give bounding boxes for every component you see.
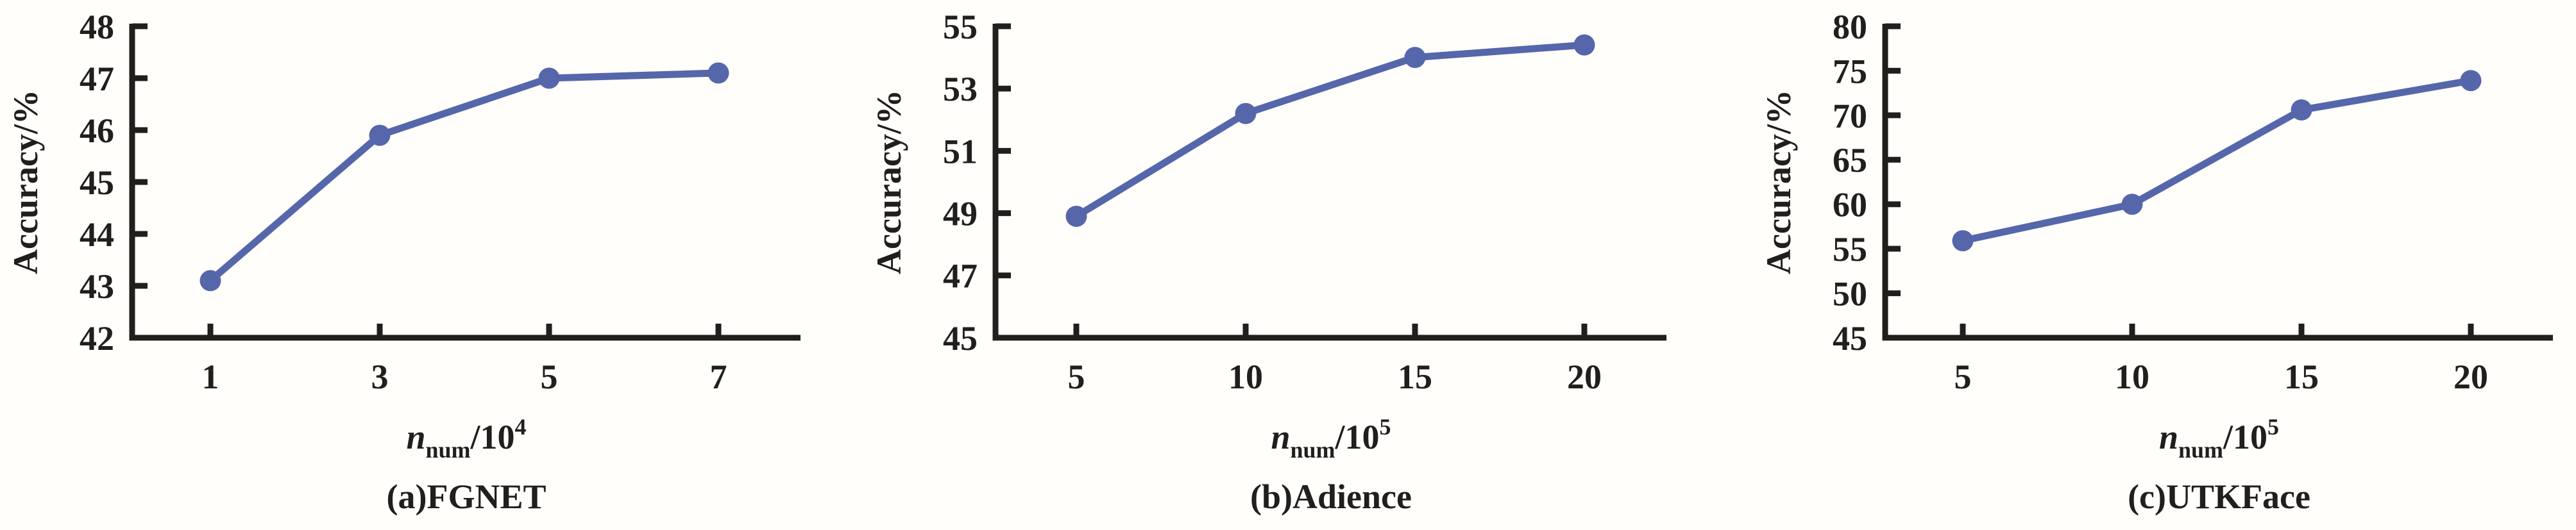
data-point <box>369 124 391 146</box>
x-axis-label-variable: n <box>1271 418 1290 456</box>
chart-panel-fgnet: 42 43 44 45 46 47 48 1 3 5 7 Accuracy/% nnum/104 (a)F… <box>0 0 859 530</box>
y-tick-label: 55 <box>943 8 978 46</box>
data-line <box>207 69 722 285</box>
y-tick-label: 49 <box>943 195 978 233</box>
data-point <box>2121 194 2143 215</box>
y-tick-label: 47 <box>80 60 114 98</box>
y-tick-label: 75 <box>1833 52 1867 90</box>
y-tick-label: 70 <box>1833 97 1867 135</box>
y-tick-label: 45 <box>943 319 978 358</box>
x-axis-label-subscript: num <box>2178 437 2223 463</box>
data-point <box>1235 103 1257 124</box>
chart-caption: (b)Adience <box>1250 477 1412 516</box>
data-point <box>1573 34 1595 56</box>
x-axis-label-subscript: num <box>1291 437 1335 463</box>
x-axis-label-divisor: /10 <box>1335 418 1380 456</box>
y-axis-label: Accuracy/% <box>870 90 908 274</box>
y-tick-label: 53 <box>943 70 978 108</box>
y-tick-label: 51 <box>943 132 978 170</box>
chart-fgnet: 42 43 44 45 46 47 48 1 3 5 7 Accuracy/% nnum/104 (a)F… <box>6 8 801 516</box>
y-tick-label: 55 <box>1833 230 1867 269</box>
x-axis-label-exponent: 5 <box>2267 414 2279 440</box>
y-tick-label: 42 <box>80 319 114 358</box>
x-axis-label-variable: n <box>2159 418 2178 456</box>
data-point <box>1952 230 1974 252</box>
data-point <box>2291 99 2312 121</box>
x-axis-label-subscript: num <box>426 437 471 463</box>
x-axis-label-divisor: /10 <box>2223 418 2267 456</box>
data-point <box>2460 70 2482 92</box>
y-axis-label: Accuracy/% <box>1759 90 1798 274</box>
x-axis-label-divisor: /10 <box>470 418 515 456</box>
x-tick-label: 20 <box>1567 358 1602 396</box>
y-tick-label: 45 <box>1833 319 1867 358</box>
x-axis-label-exponent: 4 <box>515 414 527 440</box>
y-tick-label: 50 <box>1833 274 1867 313</box>
chart-panel-adience: 45 47 49 51 53 55 5 10 15 20 Accuracy/% nnum/105 (b)… <box>859 0 1718 530</box>
y-tick-label: 60 <box>1833 186 1867 224</box>
x-tick-label: 5 <box>541 358 558 396</box>
x-tick-label: 5 <box>1068 358 1085 396</box>
x-tick-label: 10 <box>1228 358 1263 396</box>
y-tick-label: 80 <box>1833 8 1867 46</box>
x-axis-label-exponent: 5 <box>1380 414 1391 440</box>
data-point <box>708 62 729 84</box>
y-tick-label: 46 <box>80 112 114 150</box>
x-tick-label: 3 <box>371 358 389 396</box>
data-point <box>538 67 560 89</box>
chart-caption: (a)FGNET <box>387 477 547 516</box>
chart-panel-utkface: 45 50 55 60 65 70 75 80 5 10 15 20 Accuracy/% nnum/10… <box>1717 0 2576 530</box>
y-tick-label: 45 <box>80 163 114 202</box>
data-point <box>1404 47 1426 69</box>
data-line <box>1072 41 1588 220</box>
x-tick-label: 20 <box>2453 358 2488 396</box>
x-axis-label: nnum/105 <box>1271 414 1391 463</box>
y-tick-label: 65 <box>1833 141 1867 179</box>
y-axis-label: Accuracy/% <box>6 90 45 274</box>
x-axis-label: nnum/105 <box>2159 414 2279 463</box>
x-tick-label: 7 <box>710 358 727 396</box>
x-tick-label: 5 <box>1954 358 1972 396</box>
x-tick-label: 15 <box>1398 358 1432 396</box>
data-point <box>199 270 221 292</box>
y-tick-label: 44 <box>80 215 114 254</box>
y-tick-label: 48 <box>80 8 114 46</box>
x-tick-label: 15 <box>2284 358 2319 396</box>
data-line <box>1959 77 2475 245</box>
chart-caption: (c)UTKFace <box>2128 477 2310 516</box>
chart-utkface: 45 50 55 60 65 70 75 80 5 10 15 20 Accuracy/% nnum/10… <box>1759 8 2553 516</box>
x-tick-label: 10 <box>2115 358 2149 396</box>
x-axis-label-variable: n <box>406 418 425 456</box>
x-tick-label: 1 <box>202 358 219 396</box>
y-tick-label: 47 <box>943 257 978 295</box>
data-point <box>1065 205 1087 227</box>
y-tick-label: 43 <box>80 267 114 306</box>
x-axis-label: nnum/104 <box>406 414 526 463</box>
